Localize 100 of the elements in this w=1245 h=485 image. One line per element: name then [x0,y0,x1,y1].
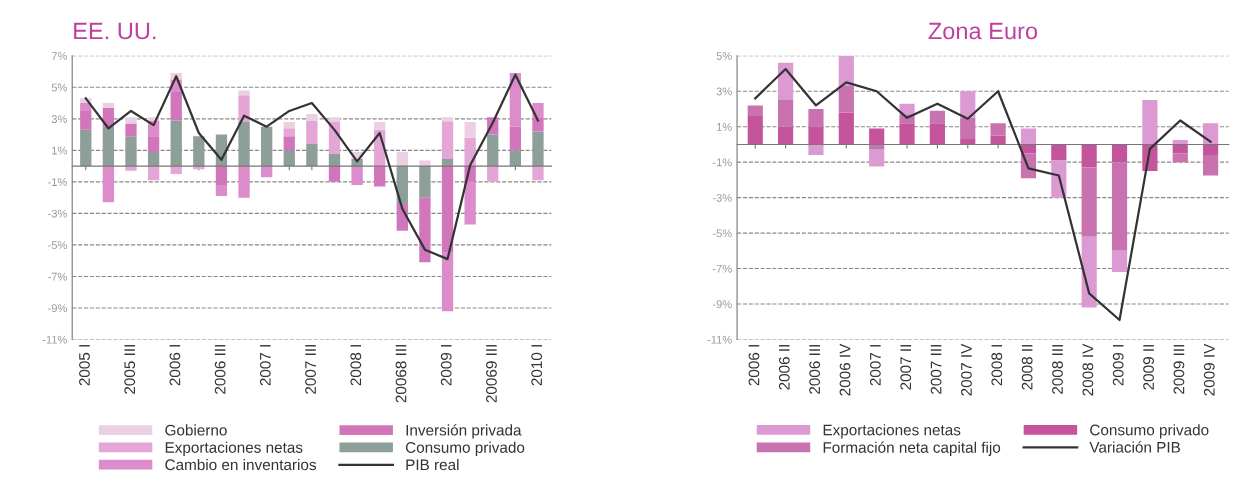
legend-label: Exportaciones netas [165,441,303,456]
bar [464,137,476,167]
bar [125,117,137,124]
bar [1081,167,1097,237]
y-tick-label: -5% [48,241,67,250]
y-tick-label: 7% [51,52,67,60]
bar [1020,128,1037,145]
bar [1203,123,1219,145]
x-tick-label: 2009 III [1173,345,1185,394]
bar [102,166,115,203]
x-tick-label: 2007 III [930,345,942,394]
legend-label: Gobierno [165,424,227,436]
bar [778,126,794,145]
bar [1203,144,1219,156]
legend-label: Consumo privado [1090,424,1209,439]
x-tick-label: 2007 II [900,345,912,390]
bar [1111,250,1128,273]
x-tick-label: 20069 III [486,345,497,403]
y-tick-label: -11% [707,335,732,344]
bar [374,121,386,130]
bar [441,121,454,160]
chart-title: EE. UU. [74,22,156,40]
line-series [754,67,1212,322]
bar [283,150,295,167]
bar [170,92,182,121]
bar [808,126,824,145]
bar [1203,155,1219,176]
x-tick-label: 2006 I [748,345,760,386]
x-tick-label: 2006 II [778,345,790,390]
x-tick-label: 2006 IV [839,343,851,396]
bar [1142,100,1158,145]
x-tick-label: 2009 II [1143,345,1154,390]
legend-label: Inversión privada [406,424,522,439]
bar [441,166,454,253]
bar [328,117,341,122]
bar [899,103,915,115]
bar [306,114,318,121]
chart-title: Zona Euro [928,22,1038,40]
bar [1081,144,1097,168]
bar [838,112,854,145]
bar [869,128,885,145]
bar [1172,140,1188,145]
bar [238,95,250,122]
bar [102,103,115,108]
legend-label: Consumo privado [405,441,525,456]
y-tick-label: -3% [712,193,732,202]
x-tick-label: 2007 I [259,345,271,386]
legend-label: Exportaciones netas [823,424,961,439]
bar [869,149,885,167]
y-tick-label: -11% [42,335,67,344]
bar [80,110,92,130]
x-tick-label: 2008 I [350,345,362,386]
line-series [84,73,540,261]
bar [328,166,341,182]
y-tick-label: -1% [48,178,67,186]
bar [170,120,182,167]
bar [808,144,824,156]
x-tick-label: 2009 I [440,345,452,386]
bar [747,116,763,145]
x-tick-label: 2009 I [1112,345,1124,386]
bar [80,103,92,111]
y-tick-label: -5% [712,229,732,238]
y-tick-label: 3% [716,87,732,96]
bar [306,120,318,145]
bar [193,136,205,167]
legend-label: Cambio en inventarios [165,458,317,471]
x-tick-label: 2007 III [305,345,316,394]
bar [283,121,295,129]
y-tick-label: 3% [51,115,67,123]
bar [419,197,431,263]
bar [464,121,476,138]
bar [808,108,824,127]
x-tick-label: 2009 IV [1203,343,1215,396]
bar [747,105,763,117]
x-tick-label: 2007 I [869,345,881,386]
x-tick-label: 2010 I [531,345,543,386]
bar [899,123,915,145]
bar [990,123,1006,136]
y-tick-label: 5% [716,52,732,60]
bar [509,126,522,151]
x-tick-label: 2008 IV [1082,343,1094,396]
bar [441,117,454,122]
bar [532,131,544,167]
bar [869,144,885,150]
bar [464,181,476,225]
bar [351,166,363,186]
bar [125,136,137,167]
legend-label: Formación neta capital fijo [823,441,1001,456]
x-tick-label: 2006 III [214,345,226,394]
bar [532,166,544,181]
bar [960,139,976,145]
x-tick-label: 2008 III [1052,345,1063,394]
y-tick-label: -9% [48,304,67,313]
x-tick-label: 2008 I [991,345,1003,386]
legend-label: PIB real [406,458,459,471]
x-tick-label: 2006 III [809,345,821,394]
y-tick-label: -7% [712,264,732,273]
bar [102,126,115,167]
bar [283,136,295,151]
y-tick-label: -7% [48,272,67,281]
